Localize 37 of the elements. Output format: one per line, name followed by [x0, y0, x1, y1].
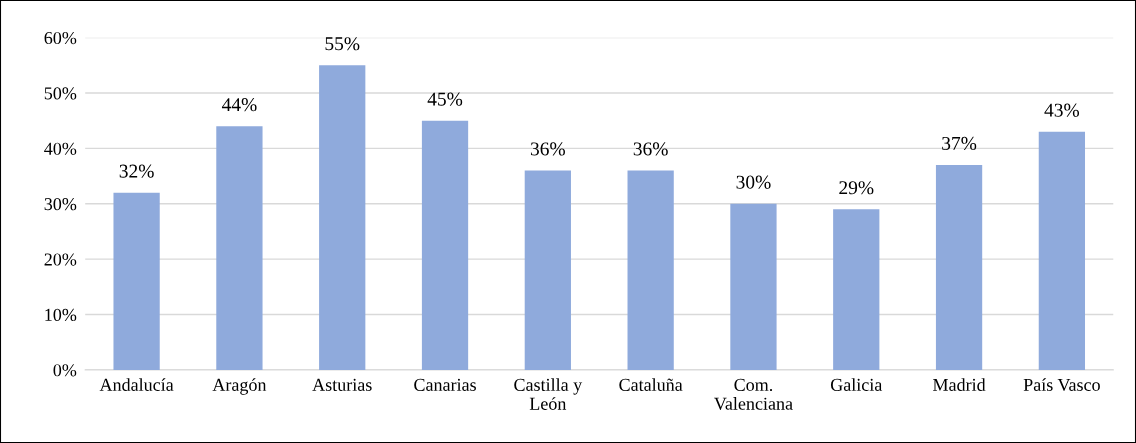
y-tick-label: 0% [53, 364, 77, 377]
bar [113, 192, 160, 370]
x-tick-label: País Vasco [1023, 378, 1100, 392]
x-tick-label: Cataluña [619, 378, 683, 391]
bar [216, 126, 263, 370]
bar [421, 120, 469, 370]
data-label: 44% [221, 98, 257, 112]
y-tick-label: 40% [44, 142, 77, 155]
x-tick-label: Castilla y León [514, 378, 583, 410]
data-label: 29% [839, 181, 874, 195]
x-tick-label: Asturias [312, 378, 372, 391]
x-tick-label: Madrid [933, 378, 986, 391]
data-label: 36% [633, 142, 668, 156]
data-label: 55% [325, 37, 360, 51]
data-label: 45% [427, 92, 463, 106]
x-tick-label: Aragón [212, 378, 267, 395]
data-label: 32% [119, 164, 154, 178]
y-tick-label: 20% [44, 253, 77, 266]
bar [730, 203, 777, 370]
y-tick-label: 10% [45, 308, 77, 322]
x-tick-label: Andalucía [99, 378, 174, 391]
data-label: 37% [942, 136, 977, 151]
x-tick-label: Com. Valenciana [714, 378, 793, 410]
y-tick-label: 50% [44, 87, 77, 100]
x-tick-label: Galicia [830, 378, 883, 391]
bar [935, 165, 983, 370]
bar [1038, 131, 1086, 370]
bar [524, 170, 571, 370]
bar [319, 65, 366, 370]
data-label: 30% [736, 175, 771, 189]
y-tick-label: 30% [44, 198, 77, 211]
bar [833, 209, 880, 370]
data-label: 43% [1044, 103, 1080, 117]
data-label: 36% [530, 142, 565, 156]
bar [627, 170, 674, 370]
x-tick-label: Canarias [414, 378, 476, 391]
y-tick-label: 60% [44, 31, 77, 45]
